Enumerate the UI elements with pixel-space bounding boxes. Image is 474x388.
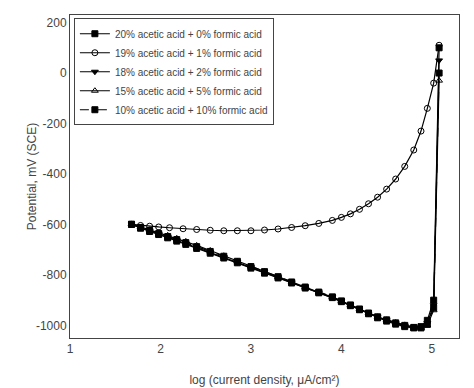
svg-text:10% acetic acid + 10% formic a: 10% acetic acid + 10% formic acid [115,105,268,116]
svg-text:Potential, mV (SCE): Potential, mV (SCE) [25,123,39,230]
svg-text:-600: -600 [43,218,67,232]
svg-text:18% acetic acid + 2% formic ac: 18% acetic acid + 2% formic acid [115,67,262,78]
svg-text:3: 3 [248,342,255,356]
svg-text:-200: -200 [43,117,67,131]
svg-text:4: 4 [338,342,345,356]
svg-text:0: 0 [60,66,67,80]
svg-text:20% acetic acid + 0% formic ac: 20% acetic acid + 0% formic acid [115,29,262,40]
svg-text:-800: -800 [43,268,67,282]
svg-text:2: 2 [157,342,164,356]
svg-text:15% acetic acid + 5% formic ac: 15% acetic acid + 5% formic acid [115,86,262,97]
svg-text:log (current density, μA/cm²): log (current density, μA/cm²) [189,373,339,387]
svg-text:5: 5 [429,342,436,356]
svg-text:200: 200 [47,16,67,30]
svg-text:-1000: -1000 [36,319,67,333]
svg-text:19% acetic acid + 1% formic ac: 19% acetic acid + 1% formic acid [115,48,262,59]
svg-text:-400: -400 [43,167,67,181]
svg-text:1: 1 [67,342,74,356]
